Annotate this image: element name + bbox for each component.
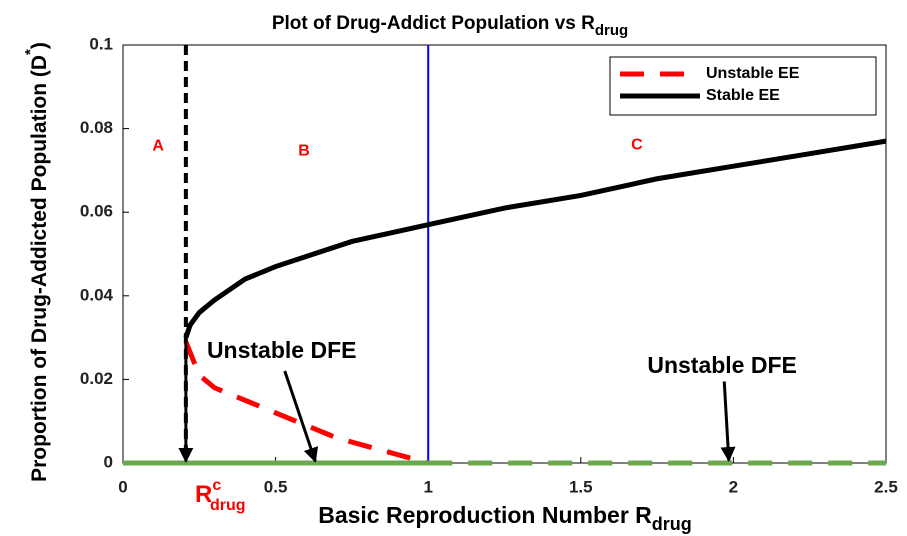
arrow xyxy=(720,381,736,462)
title-subscript: drug xyxy=(595,22,628,39)
threshold-base: R xyxy=(195,481,212,508)
ylabel-text: Proportion of Drug-Addicted Population (… xyxy=(28,55,51,482)
x-tick-label: 0.5 xyxy=(264,477,288,496)
x-tick-label: 1 xyxy=(423,477,432,496)
y-tick-label: 0.06 xyxy=(80,202,113,221)
y-tick-label: 0.04 xyxy=(80,285,114,304)
threshold-sub: drug xyxy=(210,497,246,514)
region-label: B xyxy=(298,142,310,159)
y-tick-label: 0 xyxy=(104,452,113,471)
x-tick-label: 1.5 xyxy=(569,477,593,496)
y-axis-label: Proportion of Drug-Addicted Population (… xyxy=(22,42,51,482)
y-tick-label: 0.1 xyxy=(89,34,113,53)
series-line xyxy=(183,138,887,339)
title-text: Plot of Drug-Addict Population vs R xyxy=(272,13,595,34)
series-line xyxy=(183,340,429,466)
xlabel-subscript: drug xyxy=(652,514,692,534)
region-label: A xyxy=(152,137,164,154)
xlabel-text: Basic Reproduction Number R xyxy=(318,502,652,528)
chart-title: Plot of Drug-Addict Population vs Rdrug xyxy=(272,13,628,39)
x-tick-label: 2 xyxy=(729,477,738,496)
ylabel-sup: * xyxy=(22,49,39,55)
legend-label: Unstable EE xyxy=(706,65,800,82)
threshold-sup: c xyxy=(212,477,221,494)
annotation: Unstable DFE xyxy=(207,337,357,363)
arrow xyxy=(283,370,319,463)
y-tick-label: 0.02 xyxy=(80,369,113,388)
ylabel-end: ) xyxy=(28,42,51,49)
region-label: C xyxy=(631,137,643,154)
x-tick-label: 0 xyxy=(118,477,127,496)
legend-box xyxy=(609,56,877,116)
x-axis-label: Basic Reproduction Number Rdrug xyxy=(318,502,692,534)
legend-label: Stable EE xyxy=(706,87,780,104)
y-tick-label: 0.08 xyxy=(80,118,113,137)
threshold-label: Rc drug xyxy=(195,477,246,514)
x-tick-label: 2.5 xyxy=(874,477,898,496)
annotation: Unstable DFE xyxy=(647,352,797,378)
